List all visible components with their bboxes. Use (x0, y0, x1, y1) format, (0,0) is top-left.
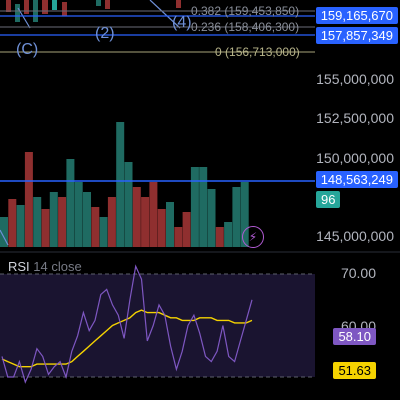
volume-bar (66, 159, 75, 247)
volume-bar (91, 207, 100, 247)
volume-bar (182, 212, 191, 247)
volume-bar (157, 209, 166, 247)
price-axis-label: 152,500,000 (316, 110, 394, 126)
volume-bar (149, 182, 158, 247)
volume-bar (16, 205, 25, 247)
volume-bar (116, 122, 125, 247)
volume-bar (0, 217, 8, 247)
volume-bar (58, 197, 67, 247)
lightning-icon[interactable]: ⚡ (242, 226, 264, 248)
rsi-title: RSI (8, 259, 30, 274)
volume-bar (141, 197, 150, 247)
volume-bar (107, 197, 116, 247)
fib-label-0236: 0.236 (158,406,300) (191, 20, 299, 34)
volume-bar (190, 167, 199, 247)
rsi-value-tag[interactable]: 58.10 (333, 328, 376, 345)
price-tag-level-3[interactable]: 148,563,249 (315, 171, 398, 188)
volume-bar (199, 167, 208, 247)
volume-bar (124, 162, 133, 247)
volume-bar (24, 152, 33, 247)
fib-price: (159,453,850) (224, 4, 300, 18)
rsi-params: 14 close (33, 259, 82, 274)
fib-price: (156,713,000) (225, 45, 300, 59)
fib-label-0: 0 (156,713,000) (215, 45, 300, 59)
volume-bar (132, 187, 141, 247)
fib-ratio: 0.236 (191, 20, 222, 34)
volume-bar (240, 182, 249, 247)
price-tag-level-2[interactable]: 157,857,349 (315, 27, 398, 44)
fib-ratio: 0.382 (191, 4, 222, 18)
volume-bar (74, 182, 83, 247)
rsi-ma-tag[interactable]: 51.63 (333, 362, 376, 379)
rsi-band (0, 274, 315, 377)
volume-bar (174, 227, 183, 247)
volume-bar (8, 199, 17, 247)
volume-bar (49, 192, 58, 247)
price-axis-label: 155,000,000 (316, 71, 394, 87)
fib-label-0382: 0.382 (159,453,850) (191, 4, 299, 18)
wave-label-2[interactable]: (2) (95, 25, 115, 42)
volume-bar (215, 227, 224, 247)
volume-bar (99, 217, 108, 247)
volume-bar (232, 187, 241, 247)
volume-tag[interactable]: 96 (316, 191, 341, 208)
candlestick-area (0, 0, 315, 40)
volume-bar (83, 192, 91, 247)
wave-diagonal (0, 229, 9, 246)
price-axis-label: 145,000,000 (316, 228, 394, 244)
volume-bar (224, 222, 233, 247)
volume-bar (33, 197, 42, 247)
volume-bar (207, 189, 216, 247)
volume-bars (0, 122, 249, 247)
volume-bar (166, 202, 174, 247)
wave-label-c[interactable]: (C) (16, 41, 39, 58)
wave-label-4[interactable]: (4) (172, 14, 192, 31)
rsi-axis-label: 70.00 (340, 265, 376, 281)
fib-ratio: 0 (215, 45, 222, 59)
price-axis-label: 150,000,000 (316, 150, 394, 166)
volume-bar (41, 209, 50, 247)
rsi-legend[interactable]: RSI 14 close (8, 259, 82, 274)
rsi-line (1, 264, 253, 384)
fib-price: (158,406,300) (224, 20, 300, 34)
price-tag-level-1[interactable]: 159,165,670 (315, 7, 398, 24)
